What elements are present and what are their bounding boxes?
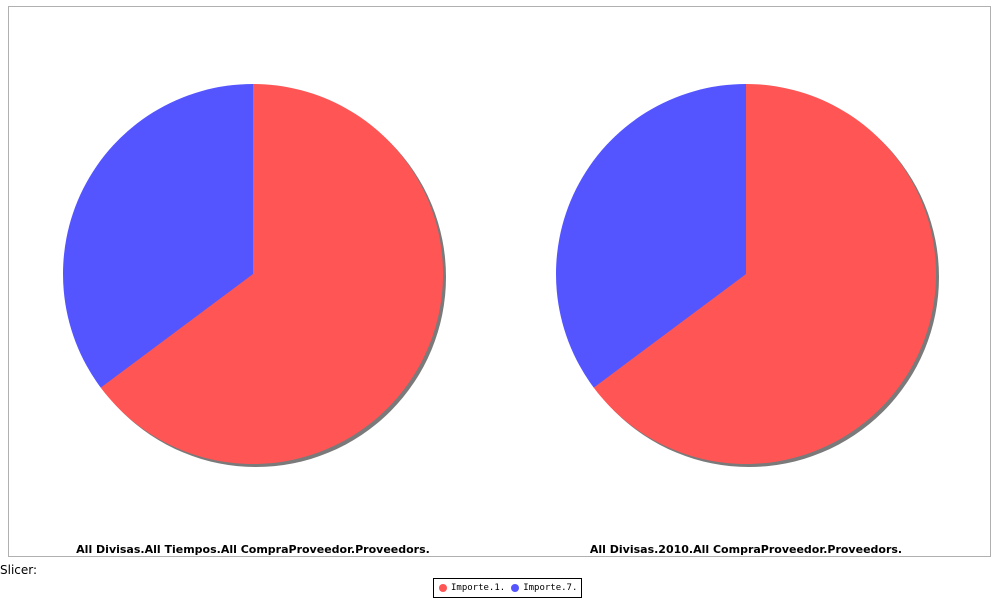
legend-item-importe-1: Importe.1. bbox=[439, 583, 505, 593]
legend-label-importe-1: Importe.1. bbox=[451, 583, 506, 593]
slicer-label: Slicer: bbox=[0, 563, 38, 577]
legend-label-importe-7: Importe.7. bbox=[523, 583, 578, 593]
pie-slice-importe-7[interactable] bbox=[62, 84, 253, 388]
pie-slice-importe-1[interactable] bbox=[593, 84, 936, 464]
pie-chart-2010 bbox=[555, 84, 939, 467]
pie-chart-all-tiempos bbox=[62, 84, 446, 467]
pie-slice-importe-1[interactable] bbox=[100, 84, 443, 464]
legend: Importe.1. Importe.7. bbox=[433, 578, 583, 598]
pie-slice-importe-7[interactable] bbox=[555, 84, 746, 388]
legend-item-importe-7: Importe.7. bbox=[511, 583, 577, 593]
legend-swatch-importe-1 bbox=[439, 584, 447, 592]
legend-swatch-importe-7 bbox=[511, 584, 520, 592]
pie-caption-all-tiempos: All Divisas.All Tiempos.All CompraProvee… bbox=[76, 543, 430, 556]
pie-caption-2010: All Divisas.2010.All CompraProveedor.Pro… bbox=[590, 543, 902, 556]
